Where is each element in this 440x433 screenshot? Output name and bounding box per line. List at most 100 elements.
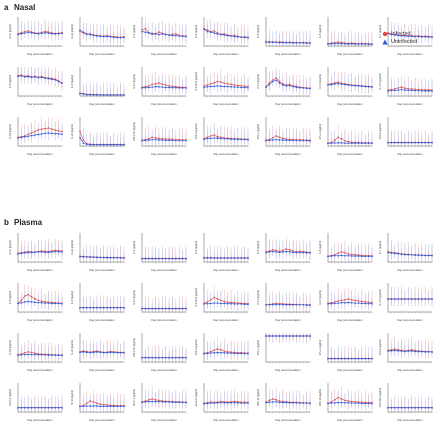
panel-nasal-18: TNF-α (pg/ml) Day post-inoculation <box>194 117 249 156</box>
point-uninfected <box>219 137 222 140</box>
point-uninfected <box>50 302 53 305</box>
point-uninfected <box>223 351 226 354</box>
point-uninfected <box>271 138 274 141</box>
point-uninfected <box>171 257 174 260</box>
point-uninfected <box>347 42 350 45</box>
point-uninfected <box>92 256 95 258</box>
point-uninfected <box>431 297 433 300</box>
panel-nasal-19: IFN-γ (pg/ml) Day post-inoculation <box>256 117 311 156</box>
panel-plasma-16: IL-22 (pg/ml) Day post-inoculation <box>70 333 125 372</box>
point-uninfected <box>305 304 308 306</box>
point-uninfected <box>268 401 271 403</box>
point-uninfected <box>371 402 373 405</box>
point-uninfected <box>89 33 92 36</box>
point-uninfected <box>174 34 177 37</box>
y-axis-label: IL-12p70 (pg/ml) <box>194 288 198 307</box>
point-uninfected <box>343 42 346 45</box>
point-uninfected <box>85 143 88 146</box>
point-uninfected <box>44 406 47 409</box>
point-uninfected <box>354 254 357 257</box>
point-uninfected <box>397 252 400 255</box>
point-uninfected <box>417 350 420 353</box>
point-uninfected <box>216 32 219 35</box>
point-uninfected <box>54 78 57 81</box>
y-axis-label: IFN-α (pg/ml) <box>318 124 322 139</box>
panel-nasal-11: IL-12p70 (pg/ml) Day post-inoculation <box>194 67 249 106</box>
point-uninfected <box>95 306 98 309</box>
point-uninfected <box>305 334 308 337</box>
point-uninfected <box>30 31 33 34</box>
point-uninfected <box>174 139 177 142</box>
y-axis-label: IL-1α (pg/ml) <box>8 24 12 39</box>
point-uninfected <box>350 357 353 360</box>
point-uninfected <box>236 256 239 259</box>
point-uninfected <box>330 254 333 257</box>
point-uninfected <box>54 354 57 356</box>
point-uninfected <box>230 34 233 37</box>
point-uninfected <box>27 135 30 137</box>
point-uninfected <box>44 31 47 34</box>
point-uninfected <box>403 350 406 353</box>
series-line-uninfected <box>327 302 372 305</box>
point-uninfected <box>360 142 363 144</box>
point-uninfected <box>106 35 109 38</box>
point-uninfected <box>309 402 311 405</box>
series-line-uninfected <box>327 255 372 257</box>
x-axis-label: Day post-inoculation <box>397 268 423 272</box>
series-line-uninfected <box>265 41 310 44</box>
y-axis-label: MCP-1 (pg/ml) <box>132 389 136 406</box>
y-axis-label: IL-8 (pg/ml) <box>8 75 12 88</box>
point-uninfected <box>27 353 30 355</box>
point-uninfected <box>424 254 427 257</box>
point-uninfected <box>216 401 219 404</box>
point-uninfected <box>89 404 92 407</box>
point-uninfected <box>147 356 150 359</box>
point-uninfected <box>414 35 417 38</box>
point-uninfected <box>343 83 346 86</box>
x-axis-label: Day post-inoculation <box>213 102 239 106</box>
point-uninfected <box>161 400 164 403</box>
point-uninfected <box>185 86 187 89</box>
point-uninfected <box>330 142 333 144</box>
point-uninfected <box>265 251 267 254</box>
point-uninfected <box>427 254 430 257</box>
point-uninfected <box>85 255 88 258</box>
point-uninfected <box>387 141 389 144</box>
point-uninfected <box>302 86 305 89</box>
point-uninfected <box>424 406 427 409</box>
point-uninfected <box>397 141 400 144</box>
y-axis-label: IL-12p70 (pg/ml) <box>194 72 198 91</box>
point-uninfected <box>387 251 389 254</box>
point-uninfected <box>168 257 171 260</box>
panel-plasma-7: IL-7 (pg/ml) Day post-inoculation <box>378 233 433 272</box>
point-uninfected <box>333 401 336 404</box>
point-uninfected <box>157 356 160 359</box>
point-uninfected <box>337 141 340 144</box>
point-uninfected <box>281 334 284 337</box>
point-uninfected <box>347 142 350 144</box>
point-uninfected <box>410 297 413 300</box>
panel-plasma-3: IL-2 (pg/ml) Day post-inoculation <box>132 233 187 272</box>
point-uninfected <box>223 85 226 88</box>
x-axis-label: Day post-inoculation <box>27 102 53 106</box>
point-uninfected <box>116 351 119 354</box>
point-uninfected <box>340 42 343 45</box>
x-axis-label: Day post-inoculation <box>275 102 301 106</box>
point-uninfected <box>85 93 88 96</box>
point-uninfected <box>50 406 53 409</box>
point-uninfected <box>61 354 63 357</box>
x-axis-label: Day post-inoculation <box>213 152 239 156</box>
y-axis-label: IL-2 (pg/ml) <box>132 25 136 38</box>
point-uninfected <box>216 84 219 87</box>
point-uninfected <box>85 351 88 353</box>
y-axis-label: IL-2 (pg/ml) <box>132 241 136 254</box>
y-axis-label: IL-13 (pg/ml) <box>256 74 260 89</box>
series-line-uninfected <box>327 83 373 88</box>
point-uninfected <box>89 351 92 354</box>
point-uninfected <box>181 139 184 142</box>
point-uninfected <box>164 86 167 89</box>
point-uninfected <box>33 301 36 303</box>
point-uninfected <box>119 36 122 39</box>
point-uninfected <box>333 82 336 85</box>
point-uninfected <box>95 34 98 37</box>
